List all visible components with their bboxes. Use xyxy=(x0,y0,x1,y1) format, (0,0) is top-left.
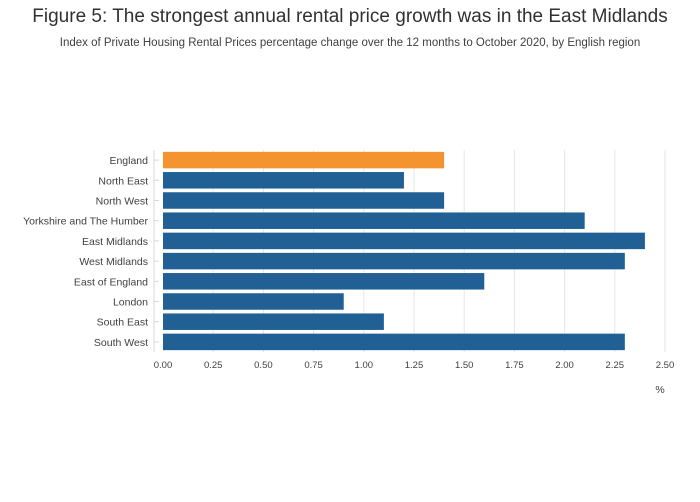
bar-england xyxy=(163,151,445,169)
bar-london xyxy=(163,293,344,310)
bars xyxy=(163,151,645,351)
bar-west-midlands xyxy=(163,252,625,270)
x-axis-label: % xyxy=(655,384,664,396)
bar-yorkshire-and-the-humber xyxy=(163,212,585,229)
x-tick-label: 2.50 xyxy=(656,360,675,371)
category-label: North East xyxy=(98,175,148,187)
category-label: London xyxy=(113,297,148,309)
category-label: Yorkshire and The Humber xyxy=(23,216,148,228)
x-tick-label: 0.00 xyxy=(154,360,173,371)
x-tick-label: 2.00 xyxy=(555,360,574,371)
x-tick-label: 1.00 xyxy=(355,360,374,371)
bar-north-east xyxy=(163,172,404,189)
category-labels: England North East North West Yorkshire and… xyxy=(23,155,148,349)
bar-east-midlands xyxy=(163,232,645,250)
category-label: England xyxy=(109,155,148,167)
x-tick-label: 0.50 xyxy=(254,360,273,371)
category-label: West Midlands xyxy=(79,256,148,268)
category-label: South West xyxy=(94,337,148,349)
bar-north-west xyxy=(163,192,445,209)
x-tick-label: 2.25 xyxy=(606,360,625,371)
bar-east-of-england xyxy=(163,273,485,290)
bar-south-east xyxy=(163,313,384,330)
x-tick-label: 1.50 xyxy=(455,360,474,371)
x-axis-ticks: 0.00 0.25 0.50 0.75 1.00 1.25 1.50 1.75 2.00 2.25… xyxy=(154,360,675,371)
x-tick-label: 0.75 xyxy=(304,360,323,371)
x-tick-label: 1.75 xyxy=(505,360,524,371)
category-label: South East xyxy=(97,317,148,329)
category-label: East Midlands xyxy=(82,236,148,248)
x-tick-label: 1.25 xyxy=(405,360,424,371)
category-label: East of England xyxy=(74,276,148,288)
chart-title: Figure 5: The strongest annual rental pr… xyxy=(32,6,668,27)
bar-south-west xyxy=(163,333,625,351)
category-label: North West xyxy=(96,196,148,208)
chart-subtitle: Index of Private Housing Rental Prices p… xyxy=(59,37,641,49)
x-tick-label: 0.25 xyxy=(204,360,223,371)
